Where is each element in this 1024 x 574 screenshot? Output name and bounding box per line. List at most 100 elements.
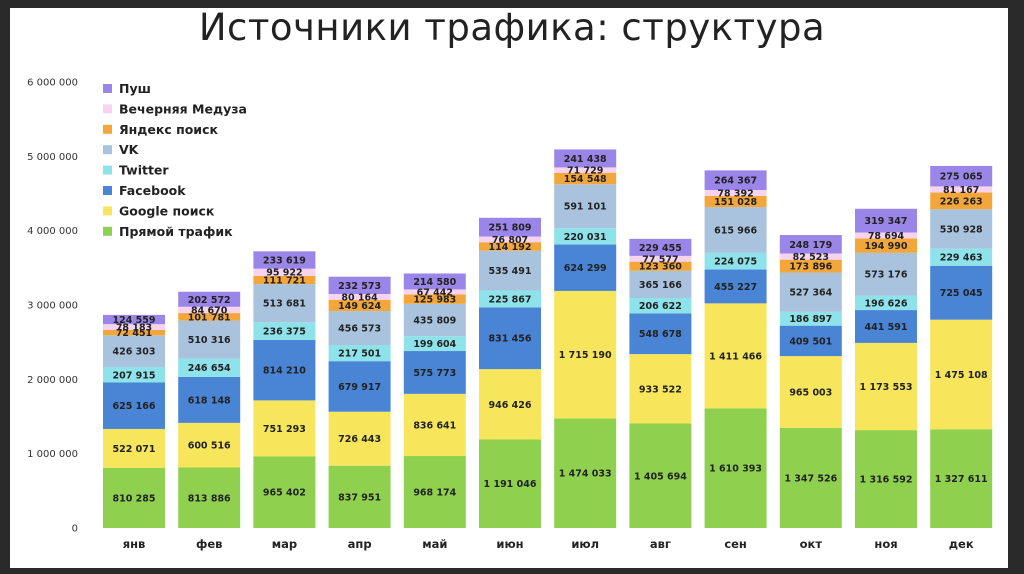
bars: 810 285 522 071 625 166 207 915 426 303 72 45… xyxy=(103,149,993,551)
data-label: 319 347 xyxy=(865,216,908,227)
bar-segment xyxy=(554,149,617,168)
bar-segment xyxy=(704,252,767,270)
y-tick-label: 3 000 000 xyxy=(27,301,78,312)
bar-segment xyxy=(403,294,466,304)
data-label: 548 678 xyxy=(639,329,682,340)
data-label: 233 619 xyxy=(263,255,306,266)
bar-segment xyxy=(178,306,241,314)
data-label: 435 809 xyxy=(413,316,456,327)
legend-label: Facebook xyxy=(119,183,186,198)
legend-swatch xyxy=(103,104,112,114)
data-label: 409 501 xyxy=(789,336,832,347)
data-label: 246 654 xyxy=(188,363,231,374)
bar-segment xyxy=(328,361,391,412)
x-tick-label: фев xyxy=(196,537,223,551)
x-tick-label: янв xyxy=(123,537,146,551)
bar-segment xyxy=(103,467,165,528)
data-label: 836 641 xyxy=(413,420,456,431)
data-label: 78 183 xyxy=(116,323,152,334)
bar-segment xyxy=(479,369,541,440)
data-label: 513 681 xyxy=(263,299,306,310)
data-label: 1 327 611 xyxy=(935,474,988,485)
bar-segment xyxy=(704,190,767,196)
x-tick-label: мар xyxy=(272,537,297,551)
data-label: 275 065 xyxy=(940,172,983,183)
bar-segment xyxy=(253,322,316,340)
legend-label: Пуш xyxy=(119,81,151,96)
bar-segment xyxy=(403,273,466,290)
data-label: 251 809 xyxy=(489,223,532,234)
bar-segment xyxy=(103,382,165,429)
data-label: 199 604 xyxy=(413,339,456,350)
data-label: 78 392 xyxy=(717,188,753,199)
data-label: 831 456 xyxy=(489,334,532,345)
data-label: 751 293 xyxy=(263,424,306,435)
legend-swatch xyxy=(103,124,112,134)
data-label: 124 559 xyxy=(113,315,156,326)
data-label: 229 463 xyxy=(940,253,983,264)
bar-segment xyxy=(103,324,165,330)
bar-segment xyxy=(178,313,241,321)
data-label: 600 516 xyxy=(188,441,231,452)
data-label: 248 179 xyxy=(789,240,832,251)
bar-segment xyxy=(328,465,391,528)
bar-segment xyxy=(479,242,541,251)
data-label: 456 573 xyxy=(338,324,381,335)
data-label: 1 173 553 xyxy=(860,382,913,393)
data-label: 84 670 xyxy=(191,305,228,316)
bar-segment xyxy=(779,253,842,260)
data-label: 225 867 xyxy=(489,294,532,305)
x-tick-label: ноя xyxy=(874,537,897,551)
bar-segment xyxy=(704,269,767,304)
data-label: 1 475 108 xyxy=(935,370,988,381)
bar-segment xyxy=(328,345,391,362)
bar-segment xyxy=(403,456,466,528)
bar-segment xyxy=(779,259,842,273)
data-label: 214 580 xyxy=(413,277,456,288)
x-tick-label: июн xyxy=(496,537,523,551)
bar-segment xyxy=(403,336,466,352)
data-label: 814 210 xyxy=(263,366,306,377)
data-label: 1 316 592 xyxy=(860,475,913,486)
bar-segment xyxy=(479,250,541,291)
data-label: 965 003 xyxy=(789,387,832,398)
bar-segment xyxy=(855,295,917,311)
data-label: 217 501 xyxy=(338,349,381,360)
data-label: 615 966 xyxy=(714,225,757,236)
bar-segment xyxy=(328,293,391,300)
bar-segment xyxy=(554,418,617,528)
data-label: 226 263 xyxy=(940,196,983,207)
data-label: 1 191 046 xyxy=(484,479,537,490)
legend-swatch xyxy=(103,145,112,155)
bar-segment xyxy=(253,284,316,323)
data-label: 173 896 xyxy=(789,262,832,273)
data-label: 206 622 xyxy=(639,301,682,312)
data-label: 232 573 xyxy=(338,281,381,292)
data-label: 186 897 xyxy=(789,314,832,325)
bar-segment xyxy=(253,400,316,457)
bar-segment xyxy=(178,320,241,359)
data-label: 591 101 xyxy=(564,202,607,213)
x-tick-label: дек xyxy=(949,537,974,551)
data-label: 813 886 xyxy=(188,493,231,504)
data-label: 236 375 xyxy=(263,327,306,338)
bar-segment xyxy=(855,232,917,239)
x-tick-label: авг xyxy=(650,537,671,551)
data-label: 575 773 xyxy=(413,368,456,379)
bar-segment xyxy=(328,411,391,466)
bar-segment xyxy=(479,290,541,308)
x-tick-label: июл xyxy=(571,537,599,551)
data-label: 426 303 xyxy=(113,347,156,358)
data-label: 624 299 xyxy=(564,263,607,274)
data-label: 527 364 xyxy=(789,288,832,299)
data-label: 726 443 xyxy=(338,434,381,445)
bar-segment xyxy=(855,430,917,528)
bar-segment xyxy=(178,376,241,423)
legend-label: VK xyxy=(119,142,140,157)
data-label: 71 729 xyxy=(567,166,603,177)
data-label: 82 523 xyxy=(793,252,829,263)
data-label: 114 192 xyxy=(489,242,532,253)
bar-segment xyxy=(103,314,165,325)
data-label: 441 591 xyxy=(865,322,908,333)
